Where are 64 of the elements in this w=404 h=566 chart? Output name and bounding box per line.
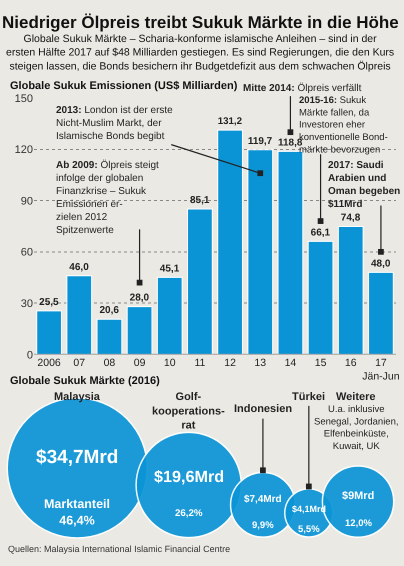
- x-tick-label: 13: [254, 356, 266, 369]
- chart-subtitle: Globale Sukuk Märkte – Scharia-konforme islamische Anleihen – sind in der ersten Hälfte 2017 auf $48 Milliarden gestiegen. Es sind Regierungen, die den Kurs steigen lassen, die Bonds besichern ihr Budgetdefizit aus dem schwachen Ölpreis: [6, 33, 394, 72]
- y-tick-label: 150: [14, 92, 33, 105]
- category-label: Türkei: [292, 391, 326, 403]
- bar: [247, 149, 274, 354]
- x-tick-label: 09: [134, 356, 146, 369]
- bar: [96, 318, 122, 354]
- data-label: 131,2: [218, 116, 243, 128]
- y-tick-label: 30: [20, 298, 33, 310]
- data-label: 5,5%: [298, 524, 320, 535]
- data-label: 45,1: [160, 263, 180, 274]
- data-label: 28,0: [130, 292, 150, 304]
- x-tick-label: 17 Jän-Jun: [362, 356, 400, 383]
- x-tick-label: 14: [284, 356, 296, 369]
- annotation: 2013: London ist der erste Nicht-Muslim Markt, der Islamische Bonds begibt: [56, 105, 174, 142]
- data-label: Marktanteil 46,4%: [44, 497, 110, 528]
- y-axis-title: Globale Sukuk Emissionen (US$ Milliarden): [10, 80, 238, 92]
- annotation: 2017: Saudi Arabien und Oman begeben $11Mrd: [328, 160, 400, 210]
- annotation: Mitte 2014: Ölpreis verfällt: [243, 82, 362, 94]
- y-tick-label: 0: [26, 349, 33, 362]
- x-tick-label: 11: [194, 356, 206, 369]
- source-note: Quellen: Malaysia International Islamic Financial Centre: [8, 544, 230, 554]
- data-label: $19,6Mrd: [154, 468, 224, 486]
- data-label: 12,0%: [345, 518, 372, 529]
- data-label: 26,2%: [175, 508, 203, 519]
- bar: [126, 306, 152, 354]
- data-label: 66,1: [310, 227, 331, 238]
- x-tick-label: 10: [164, 356, 176, 369]
- data-label: 119,7: [248, 136, 273, 147]
- data-label: 74,8: [340, 212, 361, 224]
- category-label: Weitere: [336, 391, 376, 403]
- bar: [36, 310, 62, 354]
- annotation: Ab 2009: Ölpreis steigt infolge der globalen Finanzkrise – Sukuk Emissionen er- zielen 2012 Spitzenwerte: [56, 159, 160, 236]
- data-label: 9,9%: [252, 520, 274, 531]
- x-tick-label: 12: [224, 356, 236, 369]
- category-label: Golf- kooperations- rat: [152, 391, 226, 432]
- data-label: $34,7Mrd: [36, 447, 118, 468]
- data-label: 85,1: [190, 194, 210, 206]
- y-tick-label: 120: [14, 144, 33, 156]
- data-label: $7,4Mrd: [244, 494, 282, 505]
- chart-title: Niedriger Ölpreis treibt Sukuk Märkte in die Höhe: [2, 13, 399, 32]
- x-tick-label: 16: [344, 356, 357, 369]
- bar: [156, 276, 183, 354]
- bar: [308, 240, 334, 354]
- x-tick-label: 08: [104, 356, 116, 369]
- data-label: 20,6: [99, 305, 120, 316]
- data-label: 48,0: [370, 258, 391, 270]
- x-tick-label: 07: [73, 356, 86, 369]
- bar: [338, 226, 364, 354]
- category-label: Malaysia: [54, 391, 101, 403]
- text: Globale Sukuk Märkte (2016): [10, 375, 160, 387]
- x-tick-label: 2006: [37, 356, 61, 369]
- data-label: 25,5: [39, 296, 60, 308]
- y-tick-label: 60: [20, 246, 33, 259]
- text: U.a. inklusive Senegal, Jordanien, Elfenbeinküste, Kuwait, UK: [314, 404, 399, 452]
- x-tick-label: 15: [314, 356, 327, 369]
- data-label: 46,0: [69, 262, 90, 273]
- bar: [217, 130, 243, 354]
- bar: [368, 272, 394, 354]
- category-label: Indonesien: [234, 403, 292, 415]
- bar: [187, 208, 213, 354]
- y-tick-label: 90: [20, 195, 33, 208]
- data-label: $9Mrd: [342, 490, 374, 502]
- bar: [66, 275, 92, 354]
